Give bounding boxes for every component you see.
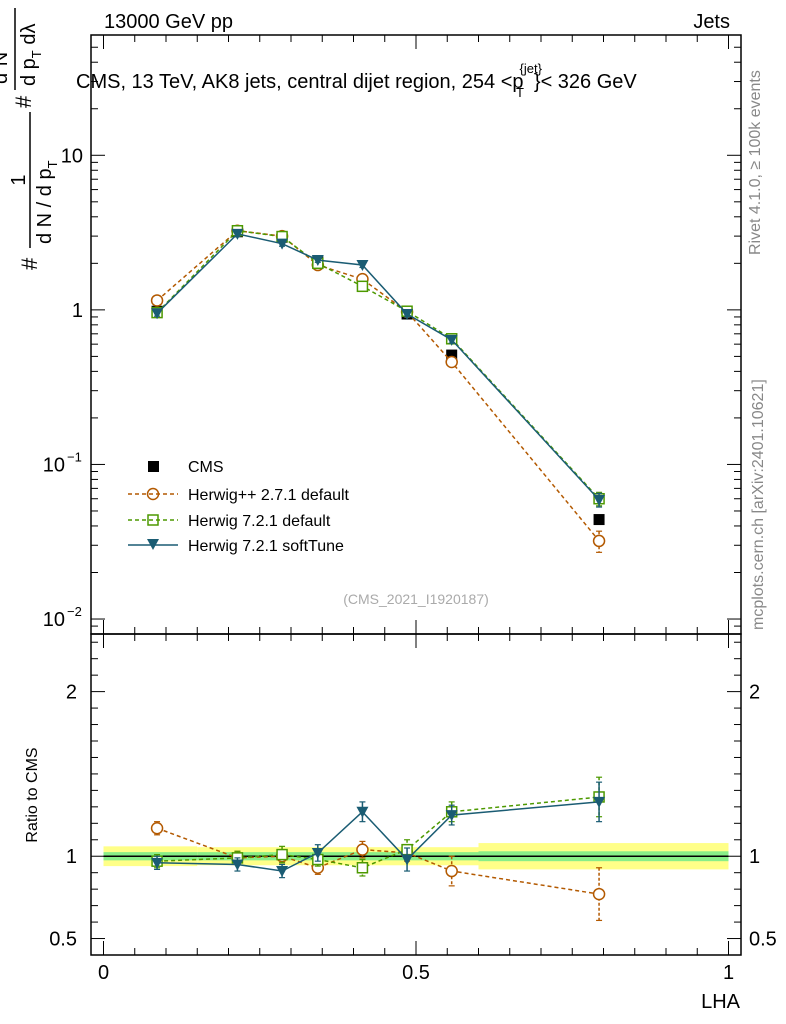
ratio-y-tick-label: 0.5 <box>49 929 77 951</box>
legend-cms-label: CMS <box>188 459 224 476</box>
main-point-herwig721_softtune <box>231 228 244 240</box>
ratio-y-tick-label-right: 0.5 <box>749 929 777 951</box>
main-point-herwig721_softtune <box>356 260 369 272</box>
ylabel-den2: d p <box>18 58 40 86</box>
main-title-sup: {jet} <box>520 61 543 76</box>
ylabel-den2-sub: T <box>29 50 44 58</box>
main-y-tick-label: 10 <box>61 145 83 167</box>
svg-text:d N / d pT: d N / d pT <box>34 160 60 244</box>
ratio-y-tick-label-right: 1 <box>749 846 760 868</box>
legend-h721soft-marker <box>147 539 159 550</box>
main-chart-title: CMS, 13 TeV, AK8 jets, central dijet reg… <box>76 61 637 100</box>
legend-cms-marker <box>148 461 159 472</box>
x-tick-label: 0 <box>98 962 109 984</box>
ylabel-num2-sup: 2 <box>0 66 2 73</box>
ratio-point-herwigpp <box>150 821 164 835</box>
main-point-herwigpp <box>150 294 164 307</box>
cms-data-point <box>446 349 458 361</box>
main-y-axis-label: # 1 d N / d pT # d2N d pT dλ <box>0 8 60 270</box>
ylabel-num2: d <box>0 73 12 84</box>
main-series-line-herwig721_default <box>156 229 600 500</box>
main-point-herwig721_default <box>356 280 369 293</box>
main-y-tick-label: 1 <box>72 300 83 322</box>
ratio-point-herwig721_default <box>356 862 369 874</box>
main-point-herwig721_softtune <box>401 309 414 321</box>
x-axis-label: LHA <box>701 991 741 1013</box>
main-point-herwig721_softtune <box>311 255 324 267</box>
svg-text:d pT dλ: d pT dλ <box>18 24 44 86</box>
ratio-point-herwig721_softtune <box>276 866 289 878</box>
mcplots-label: mcplots.cern.ch [arXiv:2401.10621] <box>750 379 767 630</box>
main-point-herwig721_softtune <box>276 238 289 250</box>
analysis-tag: (CMS_2021_I1920187) <box>343 591 489 607</box>
main-point-herwig721_softtune <box>593 494 606 506</box>
main-y-tick-exponent: −2 <box>67 604 82 619</box>
ratio-plot-frame <box>90 633 742 956</box>
ratio-series-line-herwig721_default <box>157 796 600 869</box>
legend-h721default-marker <box>147 514 159 526</box>
main-y-tick-exponent: −1 <box>67 449 82 464</box>
category-label: Jets <box>693 11 730 33</box>
main-point-herwig721_softtune <box>445 334 458 346</box>
ratio-point-herwig721_softtune <box>356 806 369 818</box>
ratio-point-herwig721_softtune <box>593 796 606 808</box>
cms-data-point <box>593 514 605 526</box>
ratio-point-herwig721_softtune <box>151 857 164 869</box>
ratio-point-herwig721_softtune <box>401 854 414 866</box>
legend-herwigpp-marker <box>146 487 160 501</box>
ratio-point-herwigpp <box>445 864 458 878</box>
main-y-tick-label: 10 <box>43 454 65 476</box>
main-title-sub: T <box>516 85 524 100</box>
main-point-herwig721_softtune <box>151 308 164 320</box>
x-tick-label: 0.5 <box>402 962 430 984</box>
ylabel-den-sub: T <box>45 160 60 168</box>
main-title-end: }< 326 GeV <box>534 71 638 93</box>
svg-text:#: # <box>17 257 42 270</box>
ratio-point-herwig721_softtune <box>231 859 244 871</box>
ylabel-hash-b: # <box>11 95 36 108</box>
main-y-tick-label: 10 <box>43 609 65 631</box>
legend-h721default-label: Herwig 7.2.1 default <box>188 513 331 530</box>
svg-text:#: # <box>11 95 36 108</box>
ylabel-den: d N / d p <box>34 168 56 244</box>
main-series-line-herwig721_softtune <box>156 233 600 501</box>
legend-herwigpp-label: Herwig++ 2.7.1 default <box>188 487 350 504</box>
legend: CMS Herwig++ 2.7.1 default Herwig 7.2.1 … <box>128 459 350 555</box>
rivet-version-label: Rivet 4.1.0, ≥ 100k events <box>747 70 764 255</box>
main-title-text: CMS, 13 TeV, AK8 jets, central dijet reg… <box>76 71 512 93</box>
ratio-series-line-herwig721_softtune <box>157 801 600 872</box>
ylabel-hash-a: # <box>17 257 42 270</box>
ratio-point-herwig721_softtune <box>445 810 458 822</box>
main-title-pt: p <box>512 71 523 93</box>
ylabel-num2-tail: N <box>0 52 12 66</box>
x-tick-label: 1 <box>723 962 734 984</box>
ratio-y-tick-label: 1 <box>66 846 77 868</box>
ratio-point-herwig721_softtune <box>311 847 324 859</box>
ratio-y-axis-label: Ratio to CMS <box>24 747 41 842</box>
main-point-herwigpp <box>445 355 458 369</box>
main-point-herwigpp <box>592 534 606 548</box>
ratio-point-herwigpp <box>592 887 606 901</box>
ratio-point-herwig721_default <box>276 848 288 861</box>
ylabel-one: 1 <box>8 174 30 185</box>
energy-label: 13000 GeV pp <box>104 11 233 33</box>
ratio-point-herwigpp <box>356 843 369 856</box>
ratio-y-tick-label-right: 2 <box>749 682 760 704</box>
ylabel-den2-tail: dλ <box>18 24 40 51</box>
ratio-y-tick-label: 2 <box>66 682 77 704</box>
legend-h721soft-label: Herwig 7.2.1 softTune <box>188 538 344 555</box>
svg-text:d2N: d2N <box>0 52 12 84</box>
